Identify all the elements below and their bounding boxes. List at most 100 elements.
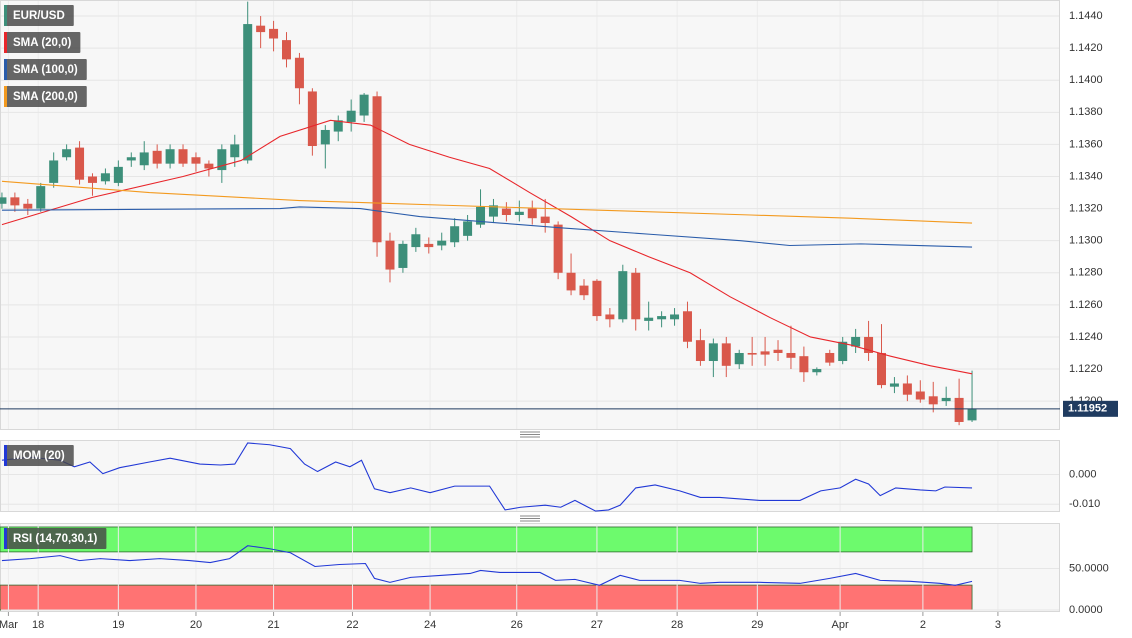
candle-body — [346, 110, 356, 122]
candle-body — [243, 24, 253, 161]
y-tick-label: 1.1300 — [1069, 235, 1103, 247]
candle-body — [786, 352, 796, 358]
candle-body — [644, 317, 654, 321]
band — [0, 526, 973, 553]
candle-body — [411, 234, 421, 248]
candle-body — [605, 314, 615, 320]
legend-label: EUR/USD — [13, 10, 65, 22]
candle-body — [682, 311, 692, 342]
line-series — [1, 119, 973, 375]
legend-swatch — [4, 59, 7, 80]
x-tick-label: 18 — [32, 619, 44, 631]
candle-body — [773, 349, 783, 353]
legend-box — [4, 59, 87, 80]
candle-body — [592, 280, 602, 317]
legend-entry: SMA (100,0) — [4, 59, 87, 80]
y-tick-label: -0.010 — [1069, 498, 1100, 510]
candle-body — [333, 120, 343, 132]
candle-body — [618, 271, 628, 320]
line-series — [1, 206, 973, 248]
candle-body — [734, 352, 744, 365]
candle-body — [553, 224, 563, 273]
candle-body — [463, 221, 473, 236]
legend-label: SMA (100,0) — [13, 64, 78, 76]
legend-label: RSI (14,70,30,1) — [13, 533, 98, 545]
candle-body — [359, 94, 369, 116]
legend-box — [4, 32, 81, 53]
legend-label: SMA (20,0) — [13, 37, 72, 49]
y-tick-label: 1.1440 — [1069, 10, 1103, 22]
candle-body — [139, 152, 149, 166]
legend-label: MOM (20) — [13, 450, 65, 462]
candle-body — [721, 343, 731, 366]
x-tick-label: 28 — [671, 619, 683, 631]
candle-body — [87, 176, 97, 183]
candle-body — [165, 149, 175, 164]
legend-box — [4, 5, 74, 26]
line-series — [1, 442, 973, 512]
x-tick-label: 20 — [190, 619, 202, 631]
candle-body — [204, 163, 214, 169]
candle-body — [941, 397, 951, 402]
legend-box — [4, 86, 87, 107]
candle-body — [695, 340, 705, 362]
x-tick-label: 19 — [112, 619, 124, 631]
legend-swatch — [4, 5, 7, 26]
candle-body — [760, 351, 770, 355]
candle-body — [385, 240, 395, 270]
plot-area — [0, 440, 1060, 512]
legend-swatch — [4, 528, 7, 549]
panel-separators — [520, 431, 540, 522]
line-series — [1, 180, 973, 224]
legend-swatch — [4, 86, 7, 107]
candle-body — [294, 57, 304, 89]
y-tick-label: 1.1320 — [1069, 202, 1103, 214]
candle-body — [825, 352, 835, 363]
x-tick-label: 2 — [920, 619, 926, 631]
candle-body — [902, 383, 912, 395]
y-tick-label: 50.0000 — [1069, 562, 1109, 574]
candle-body — [398, 243, 408, 268]
y-tick-label: 1.1360 — [1069, 138, 1103, 150]
x-tick-label: 21 — [267, 619, 279, 631]
candle-body — [0, 197, 7, 204]
candle-body — [424, 243, 434, 248]
last-price-box — [1063, 400, 1118, 417]
candle-body — [62, 149, 72, 158]
x-tick-label: Apr — [832, 619, 849, 631]
legend-entry: RSI (14,70,30,1) — [4, 528, 107, 549]
candle-body — [10, 197, 20, 206]
y-tick-label: 1.1380 — [1069, 106, 1103, 118]
candle-body — [75, 147, 85, 180]
x-tick-label: Mar — [0, 619, 18, 631]
candle-body — [566, 272, 576, 291]
candle-body — [488, 205, 498, 217]
legend-swatch — [4, 32, 7, 53]
candle-body — [49, 160, 59, 183]
legend-box — [4, 528, 107, 549]
x-tick-label: 22 — [346, 619, 358, 631]
candle-body — [36, 186, 46, 209]
candle-body — [928, 396, 938, 405]
band — [0, 584, 973, 611]
x-tick-label: 29 — [751, 619, 763, 631]
candle-body — [269, 28, 279, 39]
legend-entry: SMA (20,0) — [4, 32, 81, 53]
panel — [0, 0, 1060, 430]
candle-body — [877, 352, 887, 386]
candle-body — [476, 206, 486, 225]
candle-body — [915, 391, 925, 400]
x-tick-label: 24 — [424, 619, 436, 631]
candle-body — [514, 211, 524, 215]
candle-body — [889, 383, 899, 387]
legend-entry: SMA (200,0) — [4, 86, 87, 107]
candle-body — [152, 150, 162, 164]
candle-body — [372, 96, 382, 243]
legend-swatch — [4, 445, 7, 466]
legend-entry: EUR/USD — [4, 5, 74, 26]
candle-body — [631, 272, 641, 320]
y-tick-label: 1.1420 — [1069, 42, 1103, 54]
y-tick-label: 1.1240 — [1069, 331, 1103, 343]
line-series — [1, 545, 973, 586]
y-tick-label: 0.0000 — [1069, 604, 1103, 616]
